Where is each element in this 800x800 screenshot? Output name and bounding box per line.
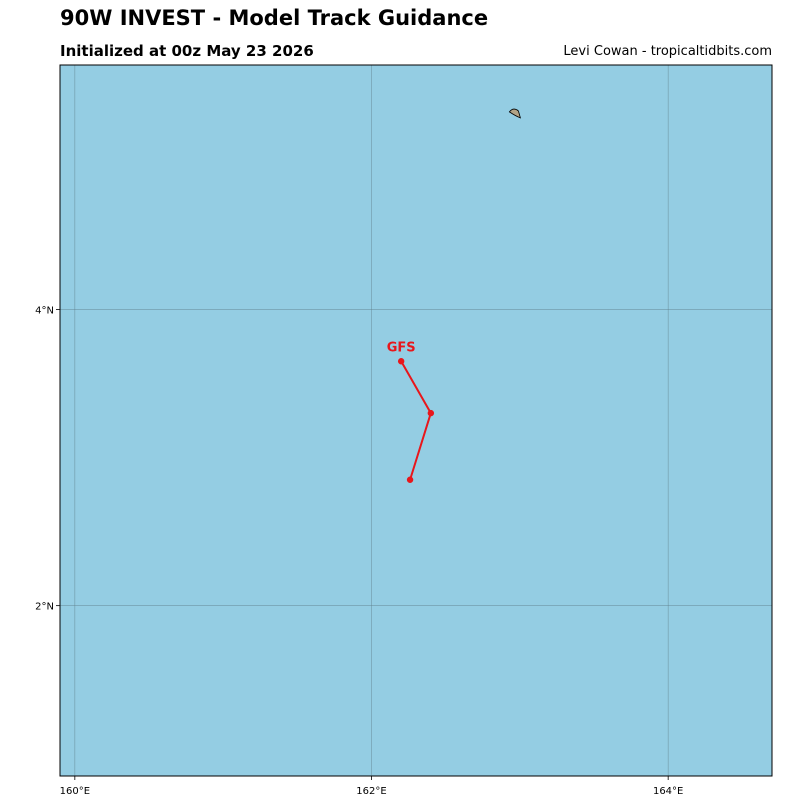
init-time-subtitle: Initialized at 00z May 23 2026 (60, 42, 314, 60)
longitude-tick-label: 162°E (356, 786, 386, 797)
track-label-gfs: GFS (387, 340, 416, 355)
track-point (406, 476, 414, 483)
track-point (427, 409, 435, 417)
longitude-tick-label: 160°E (60, 786, 90, 797)
chart-title: 90W INVEST - Model Track Guidance (60, 6, 489, 30)
land-layer (508, 108, 521, 119)
map-frame (59, 64, 773, 777)
latitude-tick-label: 2°N (35, 602, 54, 613)
graticule (60, 65, 772, 776)
axis-tick-labels: 160°E 162°E 164°E 4°N 2°N (35, 305, 683, 797)
track-point (397, 358, 405, 365)
ocean-area (60, 65, 772, 776)
island-shape (508, 108, 521, 119)
latitude-tick-label: 4°N (35, 305, 54, 316)
model-tracks: GFS (387, 340, 435, 483)
longitude-tick-label: 164°E (653, 786, 683, 797)
author-credit: Levi Cowan - tropicaltidbits.com (563, 44, 772, 59)
